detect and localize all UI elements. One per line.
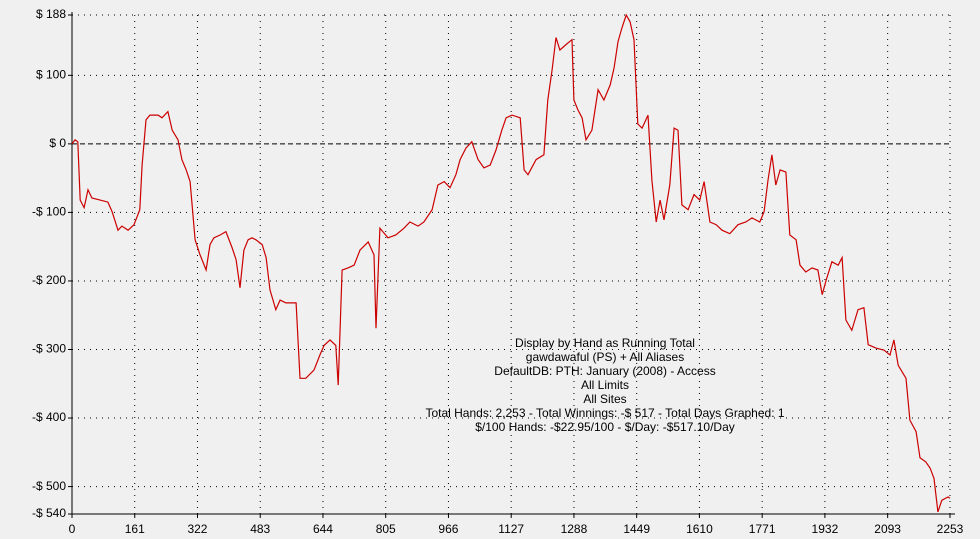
annotation: DefaultDB: PTH: January (2008) - Access <box>494 364 715 378</box>
annotation: Display by Hand as Running Total <box>515 336 695 350</box>
x-tick-label: 1449 <box>623 522 650 536</box>
y-tick-label: -$ 300 <box>32 342 66 356</box>
y-tick-label: $ 0 <box>49 136 66 150</box>
x-tick-label: 2253 <box>937 522 964 536</box>
x-tick-label: 2093 <box>874 522 901 536</box>
x-tick-label: 322 <box>187 522 207 536</box>
y-tick-label: -$ 400 <box>32 410 66 424</box>
x-tick-label: 161 <box>125 522 145 536</box>
x-tick-label: 644 <box>313 522 333 536</box>
y-tick-label: $ 188 <box>36 7 66 21</box>
annotation: Total Hands: 2,253 - Total Winnings: -$ … <box>425 406 784 420</box>
y-tick-label: -$ 540 <box>32 506 66 520</box>
x-tick-label: 1932 <box>812 522 839 536</box>
y-tick-label: -$ 200 <box>32 273 66 287</box>
annotation: All Sites <box>583 392 626 406</box>
x-tick-label: 1610 <box>686 522 713 536</box>
y-tick-label: -$ 500 <box>32 479 66 493</box>
annotation: gawdawaful (PS) + All Aliases <box>526 350 684 364</box>
y-tick-label: $ 100 <box>36 67 66 81</box>
x-tick-label: 1288 <box>561 522 588 536</box>
x-tick-label: 483 <box>250 522 270 536</box>
annotation: All Limits <box>581 378 629 392</box>
x-tick-label: 0 <box>69 522 76 536</box>
data-line <box>71 13 951 513</box>
annotation: $/100 Hands: -$22.95/100 - $/Day: -$517.… <box>475 420 735 434</box>
x-tick-label: 966 <box>438 522 458 536</box>
x-tick-label: 1127 <box>498 522 524 536</box>
x-tick-label: 1771 <box>749 522 776 536</box>
x-tick-label: 805 <box>376 522 396 536</box>
y-tick-label: -$ 100 <box>32 205 66 219</box>
